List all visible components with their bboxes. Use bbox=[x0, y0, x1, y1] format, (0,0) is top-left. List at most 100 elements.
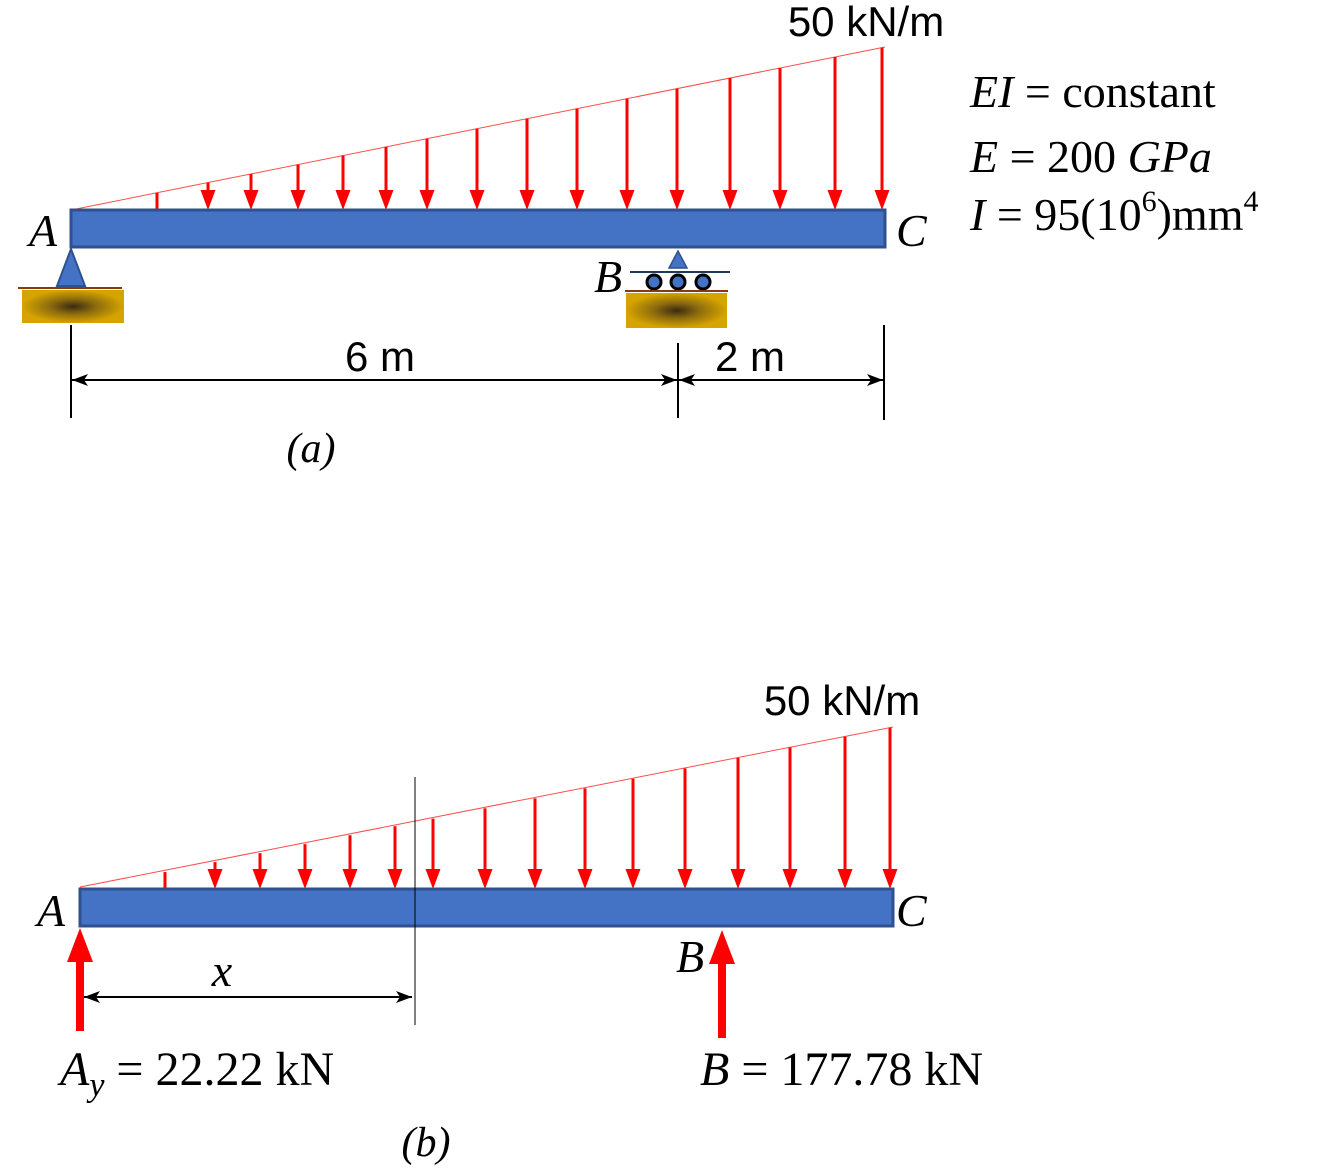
load-arrow-head bbox=[419, 190, 435, 210]
load-arrow-head bbox=[882, 869, 898, 889]
ground-block bbox=[626, 293, 727, 328]
load-arrow bbox=[243, 173, 259, 210]
point-b-label: B bbox=[594, 251, 622, 302]
e-unit: GPa bbox=[1128, 131, 1212, 182]
reaction-b-symbol: B bbox=[700, 1043, 729, 1096]
i-exponent: 6 bbox=[1142, 185, 1157, 218]
roller-support-b bbox=[625, 249, 730, 328]
load-arrow-head bbox=[378, 190, 394, 210]
reaction-arrow-a bbox=[67, 928, 93, 1031]
caption-a: (a) bbox=[287, 426, 336, 472]
load-arrow bbox=[378, 146, 394, 210]
load-arrow bbox=[722, 78, 738, 210]
i-symbol: I bbox=[969, 189, 988, 240]
load-arrow bbox=[207, 862, 223, 889]
dimension-x: x bbox=[84, 945, 412, 1003]
reaction-a-symbol: A bbox=[57, 1043, 90, 1096]
load-arrow bbox=[730, 757, 746, 889]
flexural-rigidity-text: EI = constant bbox=[969, 66, 1216, 117]
load-arrow-head bbox=[425, 869, 441, 889]
load-arrow bbox=[677, 768, 693, 889]
load-arrow-head bbox=[625, 869, 641, 889]
load-arrow bbox=[200, 182, 216, 210]
e-value: = 200 bbox=[998, 131, 1127, 182]
load-arrow-head bbox=[519, 190, 535, 210]
point-a-label: A bbox=[26, 205, 58, 256]
e-symbol: E bbox=[969, 131, 998, 182]
load-arrow bbox=[387, 826, 403, 889]
load-arrow bbox=[335, 155, 351, 210]
reaction-arrow-head bbox=[709, 930, 735, 964]
load-arrow bbox=[519, 118, 535, 210]
figure-b: 50 kN/m A C B x Ay = 22.22 kN B = 177.78… bbox=[34, 677, 983, 1166]
load-arrow bbox=[477, 808, 493, 889]
load-arrow bbox=[290, 164, 306, 210]
reaction-a-subscript: y bbox=[86, 1067, 105, 1104]
load-arrow bbox=[882, 727, 898, 889]
span-bc-label: 2 m bbox=[715, 333, 785, 380]
load-arrow-head bbox=[827, 190, 843, 210]
moment-of-inertia-text: I = 95(106)mm4 bbox=[969, 185, 1258, 240]
point-c-label: C bbox=[896, 205, 928, 256]
span-ab-label: 6 m bbox=[345, 333, 415, 380]
roller-triangle bbox=[667, 249, 689, 269]
load-arrow bbox=[669, 88, 685, 210]
load-arrow-head bbox=[619, 190, 635, 210]
load-arrow-head bbox=[669, 190, 685, 210]
load-arrow bbox=[297, 844, 313, 889]
pin-support-a bbox=[18, 246, 124, 323]
reaction-b-text: B = 177.78 kN bbox=[700, 1043, 983, 1096]
load-arrow-head bbox=[477, 869, 493, 889]
dimensions-a: 6 m 2 m bbox=[70, 325, 885, 420]
load-arrow bbox=[252, 853, 268, 889]
load-arrow bbox=[874, 47, 890, 210]
load-arrow-head bbox=[243, 190, 259, 210]
load-arrow-head bbox=[772, 190, 788, 210]
reaction-a-value: = 22.22 kN bbox=[104, 1043, 334, 1096]
reaction-arrow-b bbox=[709, 930, 735, 1038]
load-arrow-head bbox=[837, 869, 853, 889]
beam-free-body bbox=[78, 887, 895, 928]
beam bbox=[69, 208, 887, 249]
material-properties: EI = constant E = 200 GPa I = 95(106)mm4 bbox=[969, 66, 1258, 240]
roller-wheel bbox=[669, 273, 687, 291]
i-unit-exponent: 4 bbox=[1243, 185, 1258, 218]
i-unit: )mm bbox=[1157, 189, 1244, 240]
reaction-arrow-head bbox=[67, 928, 93, 962]
load-arrow-head bbox=[290, 190, 306, 210]
load-arrow-head bbox=[469, 190, 485, 210]
load-arrow-head bbox=[722, 190, 738, 210]
load-arrow bbox=[527, 798, 543, 889]
point-b-label: B bbox=[676, 931, 704, 982]
distance-x-label: x bbox=[211, 945, 233, 996]
caption-b: (b) bbox=[402, 1120, 451, 1166]
load-arrow bbox=[342, 835, 358, 889]
load-arrow bbox=[625, 778, 641, 889]
distributed-load-a bbox=[70, 46, 890, 211]
load-arrow-head bbox=[527, 869, 543, 889]
load-arrow-head bbox=[342, 869, 358, 889]
roller-wheel bbox=[645, 273, 663, 291]
load-arrow bbox=[419, 138, 435, 210]
pin-triangle bbox=[55, 246, 87, 287]
load-arrow bbox=[619, 98, 635, 210]
load-arrow-head bbox=[782, 869, 798, 889]
roller-wheel bbox=[694, 273, 712, 291]
load-arrow bbox=[782, 747, 798, 889]
load-arrow-head bbox=[730, 869, 746, 889]
ground-block bbox=[22, 290, 124, 323]
load-arrow bbox=[569, 108, 585, 210]
load-arrow-head bbox=[677, 869, 693, 889]
distributed-load-b bbox=[79, 726, 898, 889]
load-arrow bbox=[425, 818, 441, 889]
ei-symbol: EI bbox=[969, 66, 1016, 117]
load-arrow bbox=[827, 57, 843, 210]
load-arrow-head bbox=[207, 869, 223, 889]
ei-value: = constant bbox=[1013, 66, 1215, 117]
load-arrow-head bbox=[577, 869, 593, 889]
figure-a: 50 kN/m A C B 6 m 2 m bbox=[18, 0, 944, 472]
load-arrow-head bbox=[297, 869, 313, 889]
load-arrow bbox=[577, 788, 593, 889]
load-arrow-head bbox=[387, 869, 403, 889]
